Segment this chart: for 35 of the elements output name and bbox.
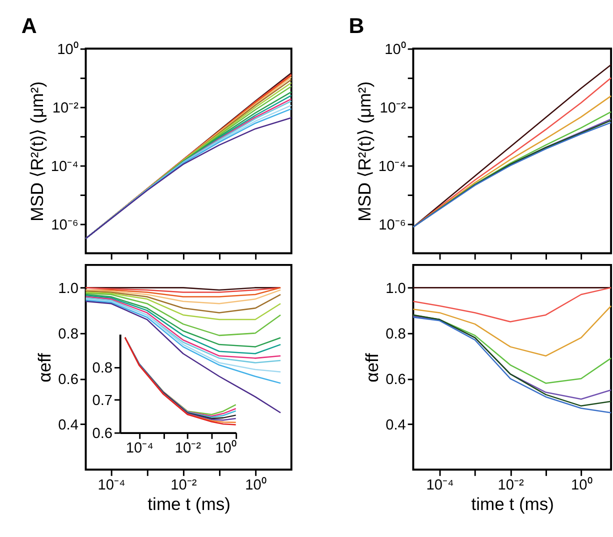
chart-title: B [348,14,364,38]
y-axis-title: αeff [34,352,54,382]
y-tick-label: 10⁻⁶ [378,217,406,234]
y-tick-label: 0.6 [58,372,78,388]
y-tick-label: 10⁻⁴ [50,158,78,175]
y-tick-label: 10⁰ [384,40,406,58]
y-tick-label: 0.8 [92,360,113,376]
x-tick-label: 10⁻⁴ [426,478,454,494]
y-tick-label: 10⁻² [380,100,406,116]
y-tick-label: 10⁻² [52,100,79,116]
chart-title: A [21,14,37,38]
x-tick-label: 10⁻² [170,478,197,494]
y-tick-label: 0.8 [58,326,78,343]
y-axis-title: MSD ⟨R²(t)⟩ (μm²) [27,81,48,222]
x-axis-title: time t (ms) [471,494,554,514]
x-axis-title: time t (ms) [148,494,230,514]
x-tick-label: 10⁰ [570,476,592,494]
y-axis-title: αeff [362,352,382,382]
y-tick-label: 1.0 [386,281,406,298]
y-tick-label: 10⁰ [57,40,78,58]
y-tick-label: 0.6 [92,426,113,442]
y-tick-label: 0.4 [386,417,406,434]
y-tick-label: 0.6 [386,372,406,388]
y-tick-label: 10⁻⁶ [51,217,78,234]
x-tick-label: 10⁰ [245,476,266,494]
y-tick-label: 0.7 [92,393,113,410]
y-axis-title: MSD ⟨R²(t)⟩ (μm²) [354,81,375,222]
y-tick-label: 1.0 [58,281,78,298]
y-tick-label: 10⁻⁴ [378,158,406,175]
y-tick-label: 0.4 [58,417,78,434]
x-tick-label: 10⁻² [174,440,202,457]
y-tick-label: 0.8 [386,326,406,343]
x-tick-label: 10⁰ [215,440,236,457]
x-tick-label: 10⁻² [498,478,524,494]
x-tick-label: 10⁻⁴ [126,440,154,457]
